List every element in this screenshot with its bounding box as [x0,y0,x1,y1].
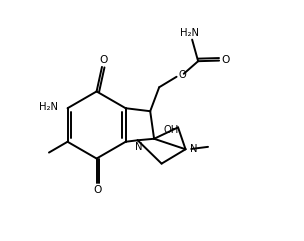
Text: O: O [179,70,186,80]
Text: N: N [135,142,142,152]
Text: O: O [93,185,101,195]
Text: OH: OH [164,125,179,135]
Text: H₂N: H₂N [40,102,58,112]
Text: O: O [99,55,107,65]
Text: O: O [222,55,230,65]
Text: H₂N: H₂N [180,28,199,38]
Text: N: N [190,144,197,154]
